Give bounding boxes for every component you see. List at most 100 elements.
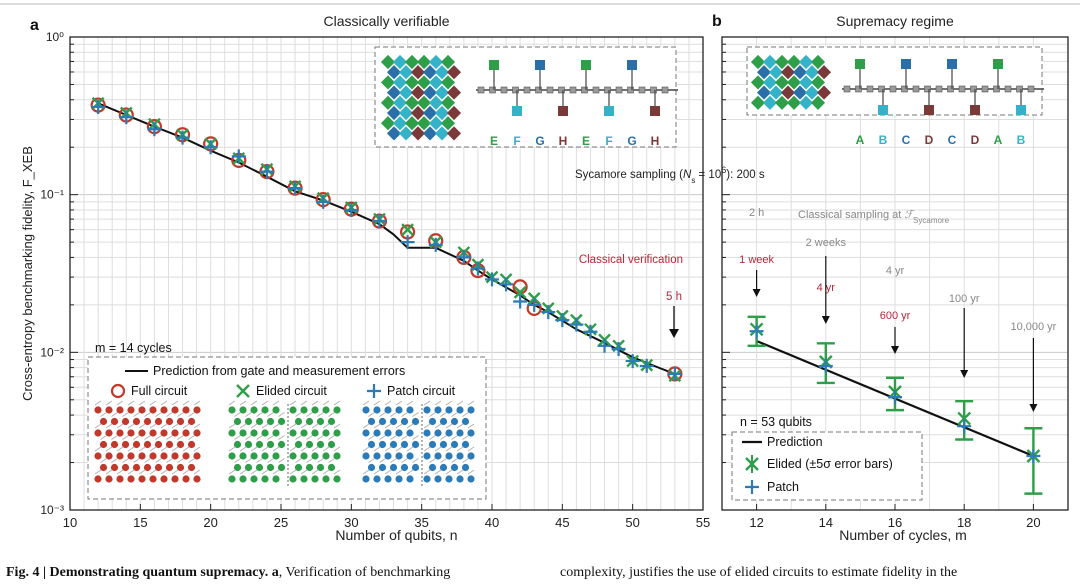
- panel-a-full-lattice-qubit: [143, 417, 152, 426]
- panel-a-full-lattice-coupler: [111, 435, 118, 440]
- panel-a-full-lattice-qubit: [105, 429, 113, 437]
- panel-a-full-lattice-qubit: [182, 406, 190, 414]
- panel-a-patch-lattice-coupler: [423, 423, 431, 429]
- panel-a-full-lattice-qubit: [176, 463, 185, 472]
- panel-a-elided-lattice-coupler: [267, 412, 274, 417]
- panel-a-patch-lattice-coupler: [451, 458, 458, 463]
- panel-a-elided-lattice-coupler: [317, 435, 324, 440]
- panel-a-inset-qubit-cell: [392, 75, 408, 90]
- panel-a-elided-lattice-qubit: [311, 452, 319, 460]
- panel-a-elided-lattice-coupler: [322, 446, 330, 452]
- sycamore-sub: s: [691, 176, 695, 185]
- panel-a-elided-lattice-qubit: [255, 463, 264, 472]
- panel-a-patch-lattice-qubit: [467, 429, 475, 437]
- panel-a-elided-lattice-coupler: [328, 458, 335, 463]
- panel-a-elided-circuit-point: [401, 223, 414, 236]
- panel-a-patch-lattice-coupler: [451, 412, 458, 417]
- panel-b-inset-chain-node: [889, 85, 897, 93]
- panel-a-inset-qubit-cell: [398, 65, 414, 80]
- panel-a-inset-qubit-cell: [428, 54, 444, 70]
- panel-a-full-lattice-coupler: [116, 446, 124, 452]
- panel-b-inset-qubit-cell: [768, 85, 784, 100]
- panel-a-patch-lattice-coupler: [395, 469, 403, 475]
- panel-b-inset-chain-node: [901, 85, 908, 93]
- panel-a-patch-lattice-coupler: [440, 412, 447, 417]
- panel-a-patch-lattice-qubit: [373, 429, 381, 437]
- panel-b-classical-sampling-label: Classical sampling at ℱSycamore: [798, 209, 950, 225]
- panel-a-patch-circuit-point: [456, 250, 471, 265]
- panel-a-elided-lattice-coupler: [278, 435, 285, 440]
- panel-a-full-lattice-qubit: [149, 406, 157, 414]
- panel-b-inset-qubit-cell: [774, 54, 790, 70]
- panel-b-inset-gate-box: [970, 105, 980, 115]
- panel-a-full-lattice-coupler: [94, 446, 102, 452]
- panel-a-inset-chain-node: [546, 86, 554, 94]
- panel-a-elided-lattice-coupler: [328, 412, 335, 417]
- panel-a-inset-qubit-cell: [446, 126, 462, 141]
- panel-a-inset-qubit-cell: [398, 105, 414, 121]
- panel-a-patch-lattice-coupler: [390, 435, 397, 440]
- panel-a-patch-lattice-qubit: [384, 475, 392, 483]
- panel-a-patch-lattice-qubit: [362, 475, 370, 483]
- panel-a-inset-qubit-cell: [446, 65, 462, 80]
- panel-a-patch-lattice-qubit: [450, 440, 459, 449]
- panel-a-full-lattice-qubit: [193, 406, 201, 414]
- panel-a-elided-lattice-qubit: [233, 417, 242, 426]
- panel-a-elided-lattice-qubit: [239, 452, 247, 460]
- panel-a-elided-lattice-coupler: [272, 423, 280, 429]
- panel-a-patch-lattice-coupler: [390, 458, 397, 463]
- panel-a-patch-lattice-qubit: [428, 417, 437, 426]
- panel-b-inset-chain-node: [981, 85, 989, 93]
- panel-b-x-tick-label: 16: [888, 515, 902, 530]
- panel-a-elided-lattice-coupler: [239, 446, 247, 452]
- panel-a-inset-qubit-cell: [386, 105, 402, 121]
- panel-a-inset-qubit-cell: [392, 54, 408, 70]
- panel-a-elided-lattice-qubit: [289, 429, 297, 437]
- panel-b-inset-chain-node: [912, 85, 920, 93]
- panel-b-inset-gate-box: [924, 105, 934, 115]
- panel-a-inset-qubit-cell: [422, 126, 438, 141]
- panel-a-x-axis-label: Number of qubits, n: [335, 527, 457, 543]
- panel-a-inset-gate-letter: E: [582, 134, 590, 148]
- panel-b-inset-qubit-cell: [798, 54, 814, 70]
- panel-a-x-tick-label: 50: [625, 515, 639, 530]
- panel-a-full-lattice-coupler: [171, 400, 179, 406]
- panel-a-full-lattice-coupler: [160, 469, 168, 475]
- panel-a-elided-lattice-coupler: [322, 400, 330, 406]
- panel-b-inset-chain-node: [1027, 85, 1035, 93]
- panel-a-legend-patch: Patch circuit: [387, 384, 456, 398]
- panel-b-inset-qubit-cell: [804, 65, 820, 80]
- panel-a-inset-chain-node: [558, 86, 565, 94]
- panel-a-full-lattice-coupler: [182, 423, 190, 429]
- panel-a-patch-circuit-point: [91, 99, 106, 114]
- panel-a-elided-lattice-qubit: [277, 440, 286, 449]
- panel-a-inset-qubit-cell: [416, 54, 432, 70]
- panel-b-inset-qubit-cell: [762, 95, 778, 110]
- panel-a-inset-gate-letter: H: [651, 134, 660, 148]
- panel-a-full-lattice-qubit: [187, 440, 196, 449]
- panel-a-inset-qubit-cell: [446, 105, 462, 121]
- panel-a-elided-lattice-qubit: [300, 452, 308, 460]
- panel-a-x-tick-label: 20: [203, 515, 217, 530]
- panel-b-patch-point: [957, 419, 972, 434]
- panel-b-inset-qubit-cell: [750, 54, 766, 70]
- panel-a-full-lattice-qubit: [138, 429, 146, 437]
- panel-b-legend-prediction: Prediction: [767, 435, 823, 449]
- panel-a-patch-lattice-coupler: [423, 469, 431, 475]
- panel-a-patch-lattice-qubit: [389, 417, 398, 426]
- panel-a-patch-lattice-coupler: [423, 400, 431, 406]
- panel-a-patch-lattice-qubit: [378, 463, 387, 472]
- panel-a-patch-lattice-coupler: [406, 423, 414, 429]
- panel-a-patch-lattice-qubit: [406, 429, 414, 437]
- panel-a-patch-circuit-point: [639, 358, 654, 373]
- panel-a-patch-circuit-point: [344, 202, 359, 217]
- panel-a-full-lattice-qubit: [116, 429, 124, 437]
- panel-a-patch-lattice-coupler: [429, 435, 436, 440]
- panel-a-patch-lattice-qubit: [362, 406, 370, 414]
- panel-a-elided-lattice-qubit: [322, 406, 330, 414]
- panel-b-inset-qubit-cell: [780, 65, 796, 80]
- panel-a-elided-lattice-coupler: [234, 458, 241, 463]
- panel-a-patch-lattice-coupler: [412, 435, 419, 440]
- panel-a-full-lattice-qubit: [176, 440, 185, 449]
- panel-a-elided-lattice-coupler: [228, 423, 236, 429]
